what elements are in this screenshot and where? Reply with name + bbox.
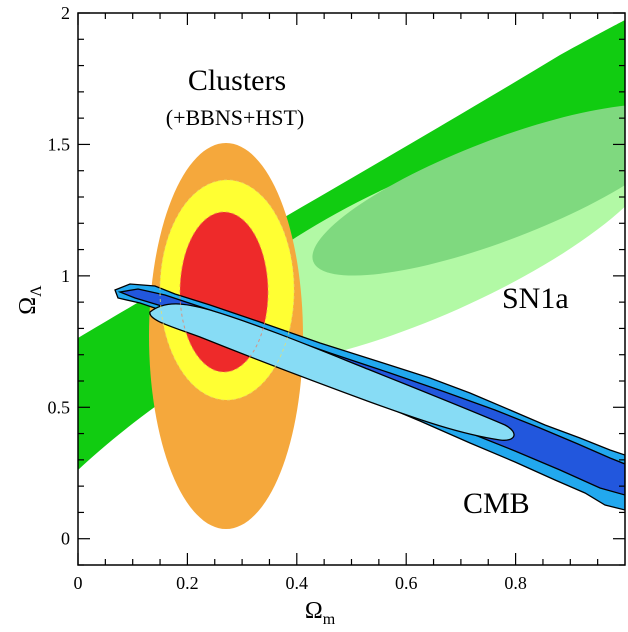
- x-tick-label: 0.8: [504, 573, 527, 593]
- plot-area: [78, 20, 625, 529]
- y-tick-label: 0.5: [48, 397, 71, 417]
- y-tick-label: 1.5: [48, 134, 71, 154]
- x-tick-label: 0.6: [395, 573, 418, 593]
- sn1a-inner-contour: [312, 104, 625, 276]
- y-tick-label: 2: [61, 3, 70, 23]
- clusters-label: Clusters: [188, 64, 286, 97]
- x-tick-label: 0: [74, 573, 83, 593]
- sn1a-label: SN1a: [502, 282, 569, 315]
- tick-marks: [77, 12, 625, 566]
- clusters-inner-contour-overlay: [179, 211, 269, 373]
- clusters-mid-contour-overlay: [159, 179, 295, 401]
- x-tick-label: 0.4: [286, 573, 309, 593]
- y-axis-title: ΩΛ: [15, 285, 45, 315]
- tick-labels: 0 0.2 0.4 0.6 0.8 0 0.5 1 1.5 2: [48, 3, 527, 593]
- y-tick-label: 1: [61, 266, 70, 286]
- y-tick-label: 0: [61, 529, 70, 549]
- cmb-label: CMB: [463, 487, 530, 520]
- clusters-sublabel: (+BBNS+HST): [166, 105, 305, 130]
- x-axis-title: Ωm: [305, 598, 336, 628]
- x-tick-label: 0.2: [176, 573, 199, 593]
- cmb-inner-contour: [149, 303, 515, 441]
